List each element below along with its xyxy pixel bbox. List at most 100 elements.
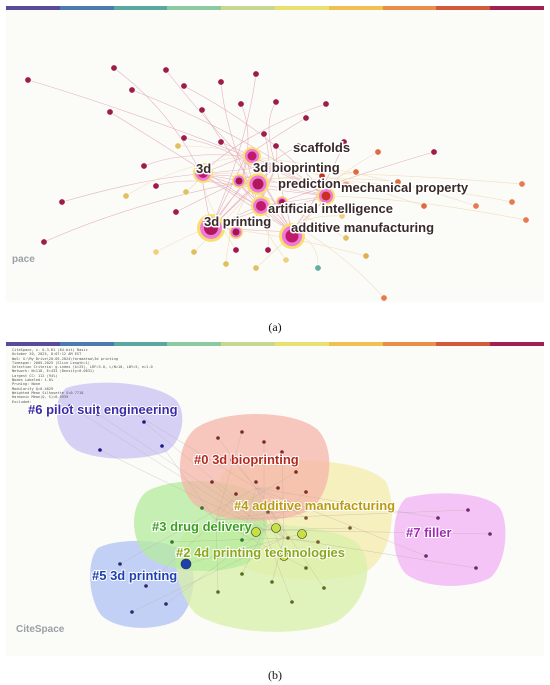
keyword-network-panel: scaffolds 3d 3d bioprinting prediction m…: [6, 6, 544, 302]
network-link: [260, 177, 329, 197]
keyword-node: [256, 201, 266, 211]
network-summary: CiteSpace, v. 6.3.R1 (64-bit) Basic Octo…: [12, 348, 153, 404]
cluster-link: [69, 405, 265, 531]
keyword-node: [247, 151, 257, 161]
cluster-link: [241, 529, 265, 575]
keyword-node: [180, 134, 188, 142]
cluster-node: [466, 508, 470, 512]
cluster-node: [240, 430, 244, 434]
cluster-node: [98, 448, 102, 452]
cluster-label-5: #5 3d printing: [92, 568, 177, 583]
cluster-link: [255, 487, 307, 519]
cluster-node: [170, 540, 174, 544]
cluster-link: [97, 413, 285, 539]
keyword-node: [272, 98, 280, 106]
keyword-node: [285, 229, 299, 243]
network-link: [61, 173, 202, 203]
keyword-node: [264, 246, 272, 254]
cluster-label-3: #3 drug delivery: [152, 519, 252, 534]
keyword-node: [222, 260, 230, 268]
keyword-node: [322, 100, 330, 108]
keyword-node: [140, 162, 148, 170]
network-link: [201, 109, 293, 233]
cluster-link: [215, 493, 237, 521]
keyword-label-artificial-intelligence: artificial intelligence: [268, 201, 393, 216]
network-link: [275, 164, 323, 177]
keyword-node: [162, 66, 170, 74]
cluster-node: [424, 554, 428, 558]
keyword-node: [217, 78, 225, 86]
cluster-link: [215, 509, 469, 521]
network-link: [210, 73, 257, 229]
keyword-node: [430, 148, 438, 156]
network-link: [113, 67, 202, 175]
network-link: [257, 205, 385, 299]
cluster-node: [124, 406, 128, 410]
keyword-node: [110, 64, 118, 72]
keyword-label-3d-printing: 3d printing: [204, 214, 271, 229]
keyword-node: [518, 180, 526, 188]
caption-b: (b): [268, 668, 282, 682]
keyword-label-3d: 3d: [196, 161, 211, 176]
cluster-node: [180, 558, 192, 570]
keyword-node: [198, 106, 206, 114]
cluster-link: [281, 451, 285, 539]
cluster-link: [165, 529, 265, 605]
citespace-logo: CiteSpace: [16, 624, 65, 635]
network-link: [210, 151, 435, 229]
cluster-link: [185, 537, 285, 565]
keyword-node: [294, 142, 302, 150]
cluster-link: [201, 507, 217, 521]
cluster-link: [255, 487, 427, 557]
time-slice-bar: [6, 6, 544, 10]
keyword-node: [343, 183, 349, 189]
cluster-network-panel: CiteSpace, v. 6.3.R1 (64-bit) Basic Octo…: [6, 342, 544, 656]
keyword-node: [508, 198, 516, 206]
keyword-node: [260, 130, 268, 138]
cluster-node: [266, 510, 270, 514]
cluster-link: [171, 537, 285, 543]
cluster-link: [119, 487, 257, 565]
keyword-node: [352, 168, 360, 176]
cluster-node: [230, 458, 234, 462]
cluster-node: [262, 440, 266, 444]
cluster-node: [276, 486, 280, 490]
cluster-node: [488, 532, 492, 536]
keyword-node: [128, 86, 136, 94]
cluster-node: [216, 526, 220, 530]
cluster-link: [255, 487, 439, 519]
keyword-node: [152, 248, 160, 256]
cluster-node: [164, 602, 168, 606]
cluster-label-0: #0 3d bioprinting: [194, 452, 299, 467]
cluster-node: [297, 529, 307, 539]
keyword-node: [472, 202, 480, 210]
cluster-labels: #6 pilot suit engineering #0 3d bioprint…: [27, 401, 453, 584]
cluster-nodes: [68, 404, 492, 614]
cluster-label-4: #4 additive manufacturing: [234, 498, 395, 513]
network-link: [125, 155, 247, 197]
cluster-link: [255, 487, 325, 589]
network-link: [245, 155, 477, 207]
cluster-link: [131, 537, 285, 613]
network-nodes: [24, 64, 530, 302]
cluster-node: [286, 536, 290, 540]
keyword-network-graph: scaffolds 3d 3d bioprinting prediction m…: [24, 64, 530, 302]
cluster-link: [125, 407, 257, 489]
cluster-node: [216, 436, 220, 440]
keyword-node: [342, 234, 350, 242]
cluster-link: [145, 519, 217, 587]
cluster-link: [161, 445, 217, 521]
cluster-link: [99, 449, 265, 531]
cluster-link: [215, 519, 257, 533]
keyword-node: [182, 188, 190, 196]
cluster-link: [231, 459, 257, 489]
cluster-node: [160, 444, 164, 448]
cluster-node: [240, 538, 244, 542]
caption-a: (a): [268, 320, 282, 334]
keyword-node: [362, 252, 370, 260]
keyword-node: [302, 114, 310, 122]
keyword-label-prediction: prediction: [278, 176, 341, 191]
keyword-node: [318, 172, 326, 180]
cluster-node: [474, 566, 478, 570]
keyword-node: [314, 264, 322, 272]
